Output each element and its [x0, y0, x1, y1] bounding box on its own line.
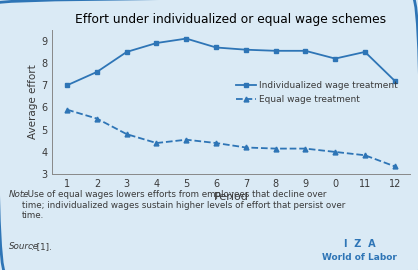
Text: World of Labor: World of Labor [322, 253, 397, 262]
Text: I  Z  A: I Z A [344, 239, 375, 249]
Individualized wage treatment [303, 49, 308, 52]
Equal wage treatment [273, 147, 278, 150]
Individualized wage treatment [184, 37, 189, 40]
Individualized wage treatment [154, 41, 159, 45]
Equal wage treatment [392, 165, 397, 168]
Line: Individualized wage treatment: Individualized wage treatment [65, 36, 397, 88]
Equal wage treatment [65, 108, 70, 111]
Equal wage treatment [184, 138, 189, 141]
Equal wage treatment [94, 117, 99, 120]
Individualized wage treatment [273, 49, 278, 52]
Text: Source: Source [9, 242, 39, 251]
Line: Equal wage treatment: Equal wage treatment [65, 107, 397, 169]
Individualized wage treatment [94, 70, 99, 73]
Text: : [1].: : [1]. [31, 242, 51, 251]
Equal wage treatment [243, 146, 248, 149]
Individualized wage treatment [65, 84, 70, 87]
Equal wage treatment [214, 141, 219, 145]
Equal wage treatment [333, 150, 338, 154]
Equal wage treatment [303, 147, 308, 150]
Equal wage treatment [154, 141, 159, 145]
Equal wage treatment [362, 154, 367, 157]
Individualized wage treatment [124, 50, 129, 53]
Y-axis label: Average effort: Average effort [28, 65, 38, 139]
Individualized wage treatment [362, 50, 367, 53]
Title: Effort under individualized or equal wage schemes: Effort under individualized or equal wag… [75, 13, 387, 26]
X-axis label: Period: Period [214, 192, 248, 202]
Individualized wage treatment [243, 48, 248, 51]
Equal wage treatment [124, 133, 129, 136]
Individualized wage treatment [214, 46, 219, 49]
Legend: Individualized wage treatment, Equal wage treatment: Individualized wage treatment, Equal wag… [232, 77, 402, 107]
Individualized wage treatment [333, 57, 338, 60]
Individualized wage treatment [392, 79, 397, 82]
Text: Note: Note [9, 190, 30, 199]
Text: : Use of equal wages lowers efforts from employees that decline over
time; indiv: : Use of equal wages lowers efforts from… [22, 190, 346, 220]
